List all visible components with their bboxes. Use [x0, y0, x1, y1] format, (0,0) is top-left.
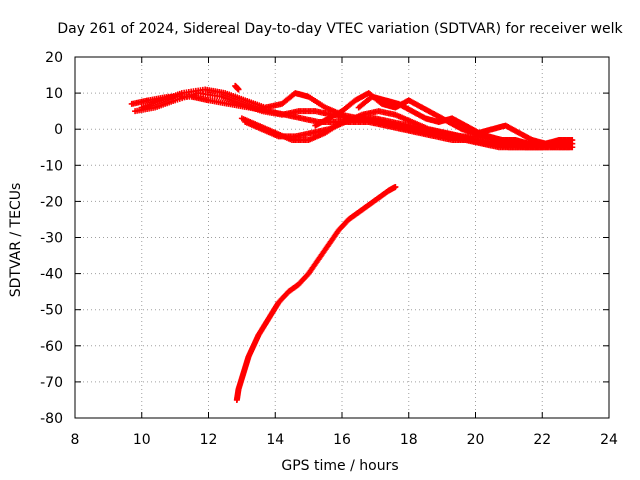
x-tick-label: 14 [266, 432, 284, 448]
data-point [569, 137, 576, 144]
x-tick-label: 18 [400, 432, 418, 448]
x-tick-label: 10 [133, 432, 151, 448]
data-point [392, 183, 399, 190]
y-tick-label: -50 [40, 303, 63, 319]
y-tick-label: 10 [45, 86, 63, 102]
grid [75, 57, 609, 418]
y-tick-label: -10 [40, 158, 63, 174]
x-tick-label: 24 [600, 432, 618, 448]
y-tick-label: 20 [45, 50, 63, 66]
y-tick-label: -30 [40, 231, 63, 247]
y-tick-label: -80 [40, 411, 63, 427]
chart-title: Day 261 of 2024, Sidereal Day-to-day VTE… [57, 21, 623, 37]
y-tick-label: -20 [40, 194, 63, 210]
data-series [128, 82, 576, 403]
y-tick-label: -40 [40, 267, 63, 283]
y-tick-label: -60 [40, 339, 63, 355]
x-tick-label: 20 [467, 432, 485, 448]
y-tick-label: -70 [40, 375, 63, 391]
series-stray [232, 82, 242, 93]
y-axis-label: SDTVAR / TECUs [8, 183, 24, 298]
x-tick-label: 16 [333, 432, 351, 448]
data-point [235, 86, 242, 93]
x-tick-label: 22 [533, 432, 551, 448]
x-axis-label: GPS time / hours [281, 458, 398, 474]
y-tick-label: 0 [54, 122, 63, 138]
series-track-7 [355, 93, 576, 147]
x-tick-label: 8 [71, 432, 80, 448]
series-track-8 [233, 183, 399, 403]
data-point [569, 144, 576, 151]
x-tick-label: 12 [200, 432, 218, 448]
axis-ticks: 8 10 12 14 16 18 20 22 24 20 10 0 -10 -20 -30 -40 -50 -60… [40, 50, 618, 448]
